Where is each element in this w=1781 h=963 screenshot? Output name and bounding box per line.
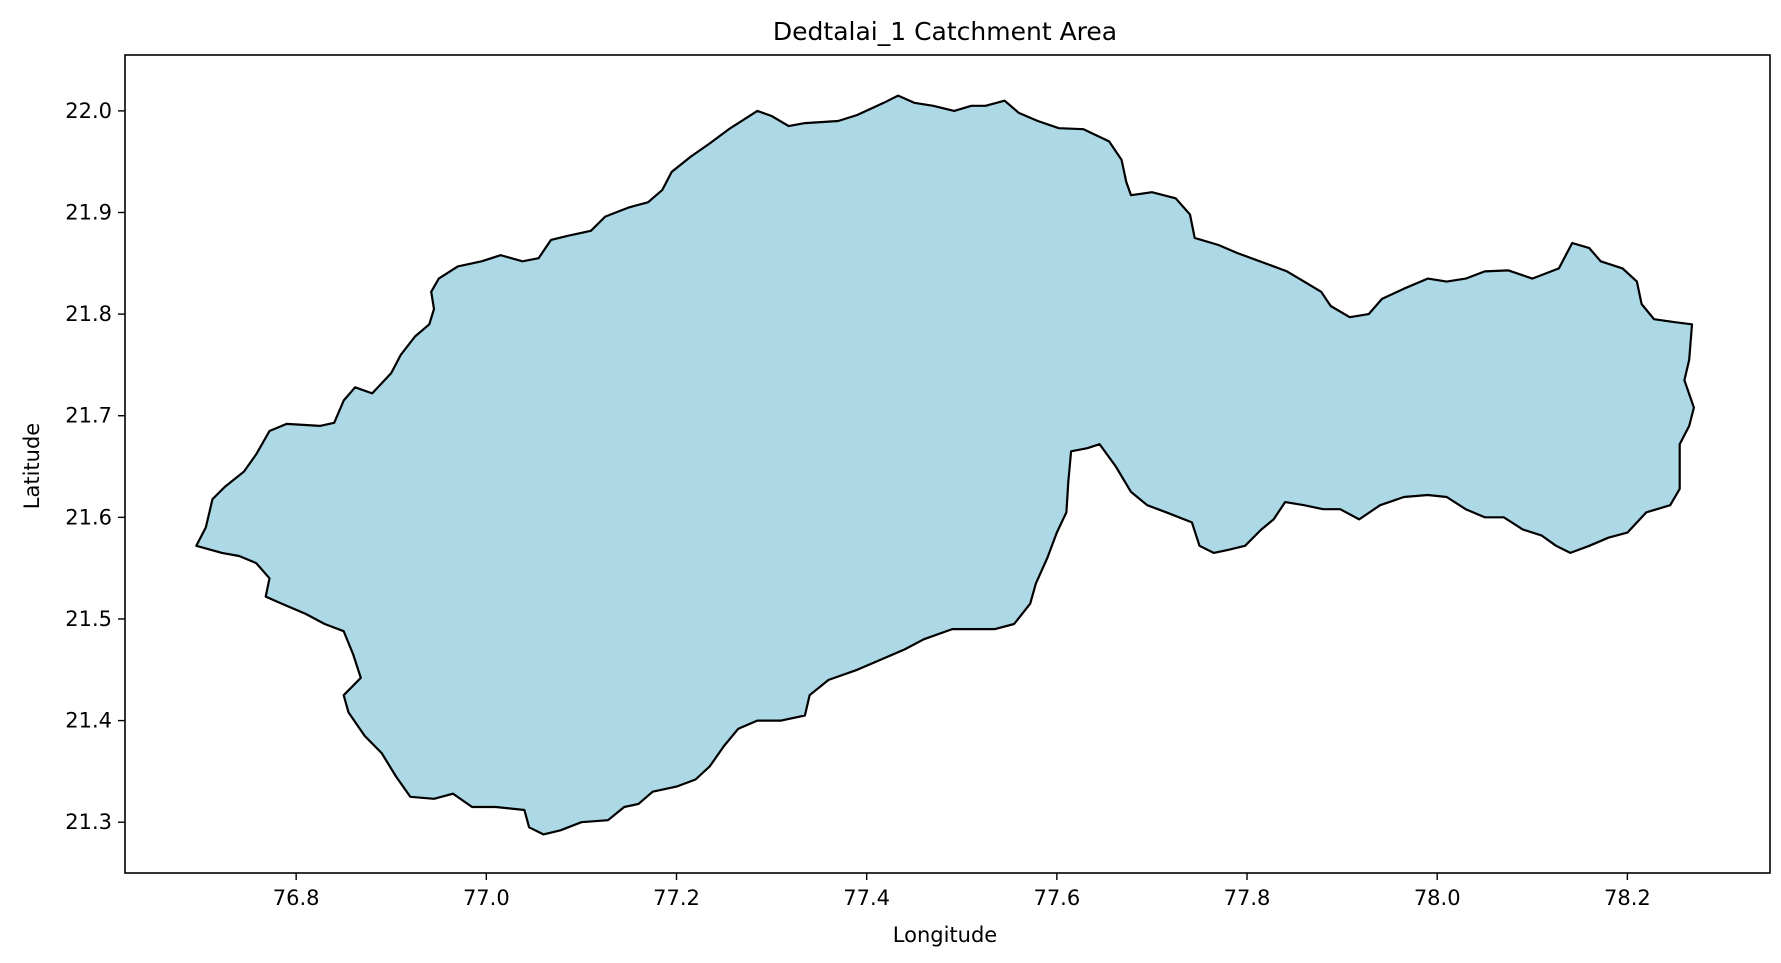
y-tick-label: 21.6 — [65, 505, 112, 529]
y-tick-label: 21.3 — [65, 810, 112, 834]
y-tick-label: 21.8 — [65, 302, 112, 326]
catchment-polygon — [195, 94, 1696, 836]
plot-frame — [124, 54, 1771, 874]
y-axis-ticks: 21.3 21.4 21.5 21.6 21.7 21.8 21.9 22.0 — [65, 99, 125, 834]
y-tick-label: 21.4 — [65, 709, 112, 733]
y-tick-label: 21.7 — [65, 404, 112, 428]
x-tick-label: 77.8 — [1224, 886, 1271, 910]
x-tick-label: 78.2 — [1604, 886, 1651, 910]
x-tick-label: 77.6 — [1033, 886, 1080, 910]
y-tick-label: 22.0 — [65, 99, 112, 123]
x-axis-label: Longitude — [893, 923, 997, 947]
plot-area — [124, 54, 1771, 874]
x-tick-label: 77.4 — [843, 886, 890, 910]
x-tick-label: 77.0 — [463, 886, 510, 910]
y-axis-label: Latitude — [20, 423, 44, 509]
x-tick-label: 76.8 — [273, 886, 320, 910]
x-axis-ticks: 76.8 77.0 77.2 77.4 77.6 77.8 78.0 78.2 — [273, 873, 1651, 910]
map-title: Dedtalai_1 Catchment Area — [773, 17, 1117, 46]
y-tick-label: 21.9 — [65, 201, 112, 225]
y-tick-label: 21.5 — [65, 607, 112, 631]
x-tick-label: 78.0 — [1414, 886, 1461, 910]
x-tick-label: 77.2 — [653, 886, 700, 910]
